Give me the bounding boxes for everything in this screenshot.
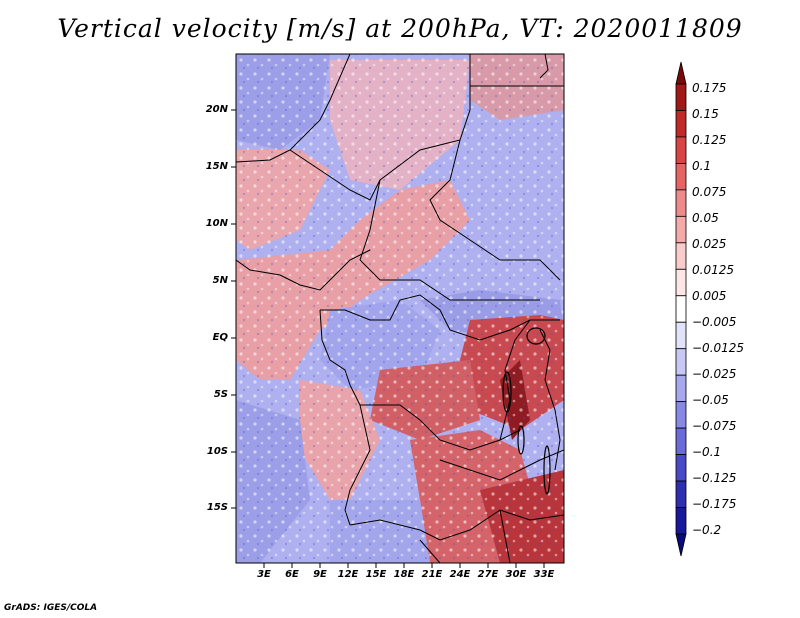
lon-label-3e: 3E bbox=[257, 569, 271, 580]
lat-label-eq: EQ bbox=[212, 332, 228, 343]
colorbar-segment bbox=[675, 507, 687, 535]
map-frame bbox=[235, 53, 565, 564]
colorbar-label: −0.2 bbox=[692, 523, 722, 537]
colorbar-label: −0.125 bbox=[692, 471, 737, 485]
vertical-velocity-field bbox=[236, 54, 564, 563]
colorbar-segment bbox=[675, 348, 687, 376]
colorbar bbox=[675, 61, 687, 557]
lon-label-27e: 27E bbox=[477, 569, 499, 580]
colorbar-segment bbox=[675, 321, 687, 350]
colorbar-label: −0.075 bbox=[692, 419, 737, 433]
colorbar-segment bbox=[675, 268, 687, 297]
lon-label-33e: 33E bbox=[533, 569, 555, 580]
colorbar-label: −0.005 bbox=[692, 315, 737, 329]
colorbar-label: 0.05 bbox=[692, 211, 719, 225]
lakes bbox=[502, 327, 551, 495]
colorbar-segment bbox=[675, 454, 687, 482]
colorbar-segment bbox=[675, 295, 687, 323]
colorbar-segment bbox=[675, 533, 687, 557]
lat-label-10s: 10S bbox=[206, 446, 228, 457]
colorbar-segment bbox=[675, 242, 687, 270]
colorbar-segment bbox=[675, 374, 687, 403]
lon-label-15e: 15E bbox=[365, 569, 387, 580]
colorbar-label: 0.175 bbox=[692, 81, 727, 95]
lat-label-15n: 15N bbox=[205, 161, 228, 172]
colorbar-segment bbox=[675, 61, 687, 85]
lat-label-5s: 5S bbox=[213, 389, 228, 400]
colorbar-segment bbox=[675, 401, 687, 429]
lon-label-21e: 21E bbox=[421, 569, 443, 580]
colorbar-label: −0.0125 bbox=[692, 341, 745, 355]
lon-label-12e: 12E bbox=[337, 569, 359, 580]
colorbar-segment bbox=[675, 215, 687, 244]
colorbar-label: −0.1 bbox=[692, 445, 722, 459]
lat-label-15s: 15S bbox=[206, 502, 228, 513]
lon-label-18e: 18E bbox=[393, 569, 415, 580]
colorbar-segment bbox=[675, 189, 687, 217]
colorbar-label: 0.005 bbox=[692, 289, 727, 303]
colorbar-label: 0.15 bbox=[692, 107, 719, 121]
lon-label-6e: 6E bbox=[285, 569, 299, 580]
lon-label-30e: 30E bbox=[505, 569, 527, 580]
colorbar-segment bbox=[675, 136, 687, 164]
colorbar-label: 0.0125 bbox=[692, 263, 734, 277]
colorbar-segment bbox=[675, 480, 687, 508]
colorbar-label: −0.05 bbox=[692, 393, 729, 407]
lon-label-9e: 9E bbox=[313, 569, 327, 580]
lat-label-5n: 5N bbox=[212, 275, 228, 286]
colorbar-label: 0.075 bbox=[692, 185, 727, 199]
lat-label-10n: 10N bbox=[205, 218, 228, 229]
colorbar-label: 0.125 bbox=[692, 133, 727, 147]
colorbar-segment bbox=[675, 163, 687, 191]
colorbar-label: 0.1 bbox=[692, 159, 712, 173]
latitude-ticks bbox=[231, 109, 236, 509]
country-borders bbox=[236, 54, 564, 563]
colorbar-label: −0.025 bbox=[692, 367, 737, 381]
colorbar-label: 0.025 bbox=[692, 237, 727, 251]
lon-label-24e: 24E bbox=[449, 569, 471, 580]
lat-label-20n: 20N bbox=[205, 104, 228, 115]
colorbar-segment bbox=[675, 110, 687, 138]
chart-title: Vertical velocity [m/s] at 200hPa, VT: 2… bbox=[57, 14, 743, 43]
colorbar-label: −0.175 bbox=[692, 497, 737, 511]
colorbar-segment bbox=[675, 83, 687, 111]
longitude-ticks bbox=[263, 563, 545, 568]
grads-credit: GrADS: IGES/COLA bbox=[4, 603, 98, 613]
colorbar-segment bbox=[675, 427, 687, 455]
